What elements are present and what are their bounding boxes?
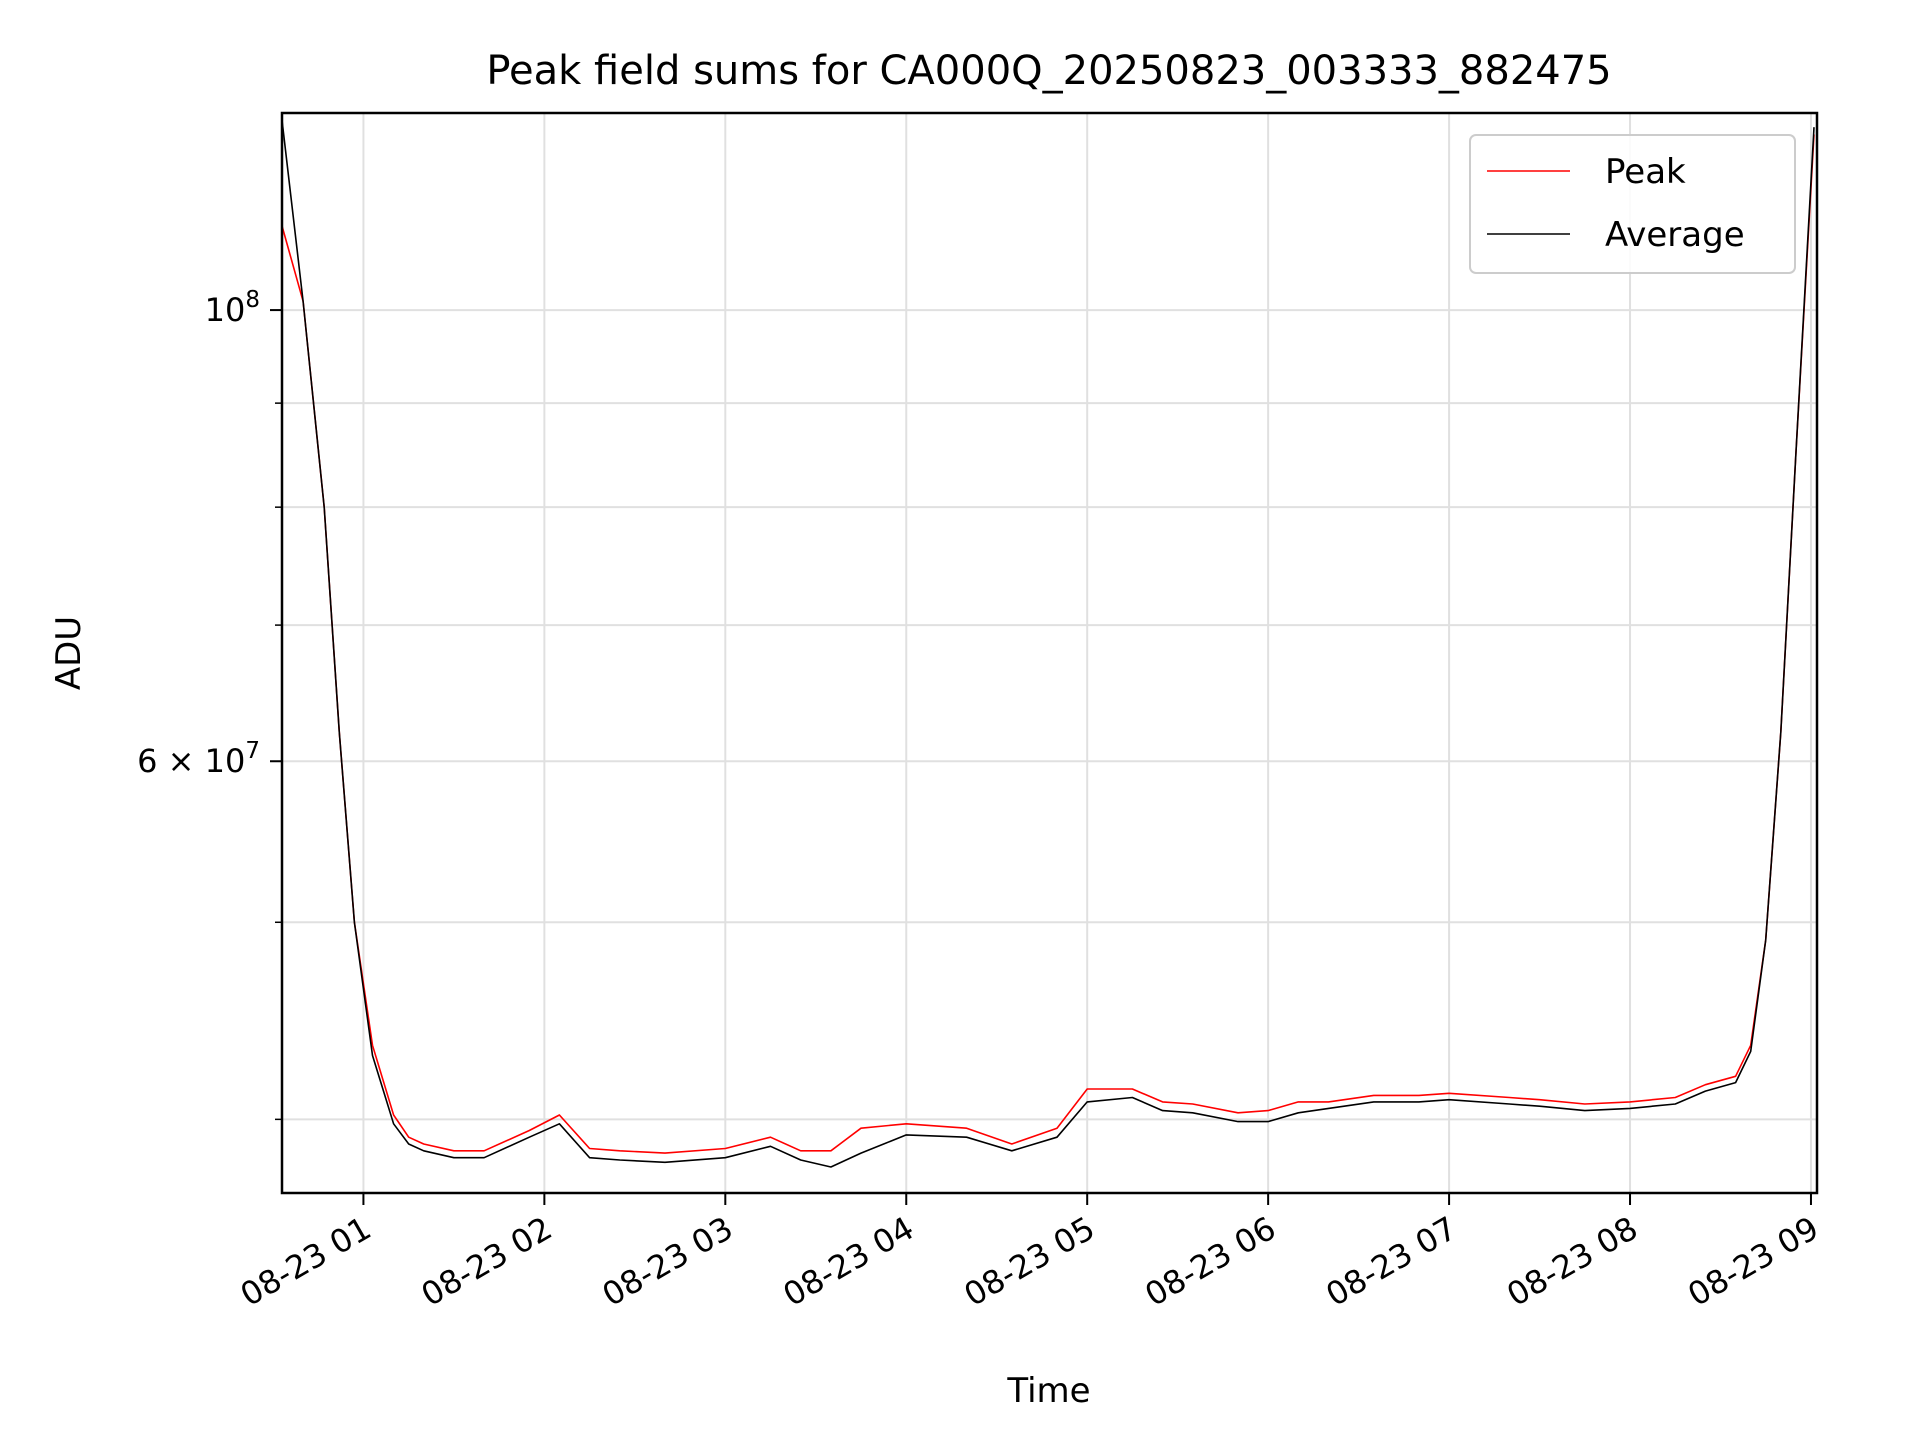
chart-title: Peak field sums for CA000Q_20250823_0033… (486, 48, 1611, 94)
y-axis-label: ADU (49, 616, 89, 690)
y-axis: 108 6 × 107 (137, 287, 282, 1121)
x-axis-label: Time (1006, 1371, 1090, 1411)
plot-frame (280, 111, 1819, 1195)
legend-box (1469, 134, 1796, 274)
series-group (281, 120, 1815, 1168)
grid (282, 113, 1817, 1193)
legend-label-average: Average (1605, 215, 1745, 255)
legend: Peak Average (1469, 134, 1796, 274)
y-tick-label: 108 (205, 287, 260, 329)
legend-label-peak: Peak (1605, 152, 1686, 192)
series-line-peak (281, 134, 1815, 1154)
y-tick-label: 6 × 107 (137, 738, 260, 780)
series-line-average (281, 120, 1815, 1168)
